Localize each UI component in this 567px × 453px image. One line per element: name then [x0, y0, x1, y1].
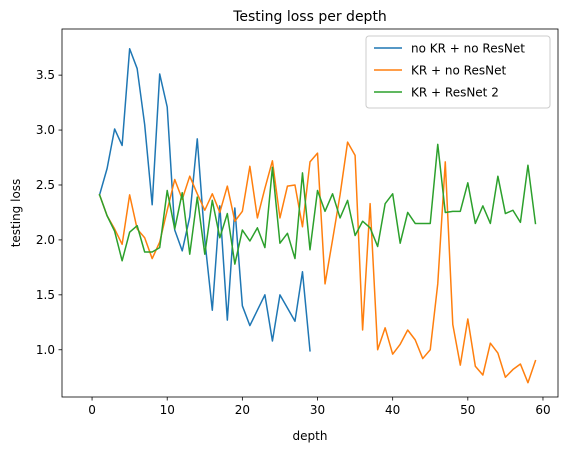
x-tick-label: 60 — [535, 403, 550, 417]
legend-label: KR + ResNet 2 — [411, 86, 499, 100]
legend-label: no KR + no ResNet — [411, 42, 525, 56]
y-tick-label: 3.5 — [36, 68, 55, 82]
chart-title: Testing loss per depth — [232, 9, 387, 25]
plot-area — [61, 28, 559, 398]
y-tick-label: 2.5 — [36, 178, 55, 192]
x-tick-label: 20 — [235, 403, 250, 417]
y-tick-label: 2.0 — [36, 233, 55, 247]
y-tick-label: 1.0 — [36, 343, 55, 357]
x-tick-label: 0 — [88, 403, 96, 417]
x-axis: 0 10 20 30 40 50 60 — [88, 397, 551, 417]
x-tick-label: 10 — [160, 403, 175, 417]
plot-frame — [61, 28, 559, 398]
y-axis-label: testing loss — [9, 179, 23, 248]
x-tick-label: 40 — [385, 403, 400, 417]
x-axis-label: depth — [293, 429, 328, 443]
x-tick-label: 30 — [310, 403, 325, 417]
legend-box — [365, 35, 551, 109]
legend-label: KR + no ResNet — [411, 64, 506, 78]
series-line-2 — [98, 141, 537, 384]
y-tick-label: 1.5 — [36, 288, 55, 302]
y-axis: 1.0 1.5 2.0 2.5 3.0 3.5 — [36, 68, 62, 357]
legend: no KR + no ResNet KR + no ResNet KR + ResN… — [365, 35, 551, 109]
series-line-3 — [98, 143, 537, 265]
y-tick-label: 3.0 — [36, 123, 55, 137]
x-tick-label: 50 — [460, 403, 475, 417]
series-line-1 — [98, 48, 311, 352]
